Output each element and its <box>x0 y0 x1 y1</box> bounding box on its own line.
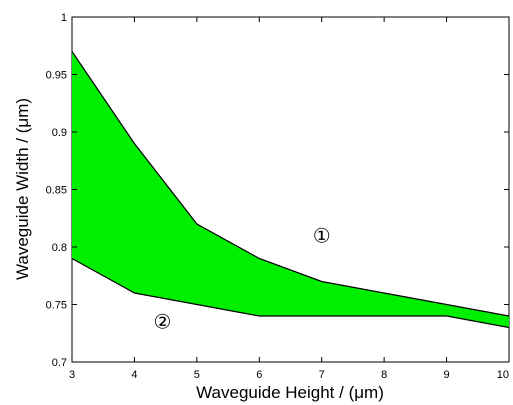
annotations: ①② <box>154 223 331 333</box>
x-tick-label: 6 <box>256 369 262 381</box>
region-annotation-2: ② <box>154 310 172 334</box>
x-axis: 3 4 5 6 7 8 9 10 <box>69 17 510 381</box>
x-tick-label: 9 <box>444 369 450 381</box>
x-tick-label: 10 <box>497 369 509 381</box>
x-tick-label: 3 <box>69 369 75 381</box>
y-tick-label: 0.75 <box>46 300 67 312</box>
y-axis-title: Waveguide Width / (μm) <box>13 98 32 280</box>
plot-area <box>71 16 510 363</box>
y-tick-label: 0.7 <box>52 357 67 369</box>
y-tick-label: 0.95 <box>46 70 67 82</box>
x-tick-label: 7 <box>319 369 325 381</box>
x-tick-label: 8 <box>381 369 387 381</box>
y-tick-label: 0.8 <box>52 242 67 254</box>
y-axis: 0.7 0.75 0.8 0.85 0.9 0.95 1 <box>46 12 509 369</box>
x-tick-label: 5 <box>194 369 200 381</box>
y-tick-label: 0.85 <box>46 185 67 197</box>
lower-boundary-line <box>71 257 510 329</box>
y-tick-label: 1 <box>61 12 67 24</box>
region-annotation-1: ① <box>313 223 331 247</box>
x-tick-label: 4 <box>131 369 137 381</box>
feasible-region-fill <box>72 51 509 328</box>
upper-boundary-line <box>71 51 510 317</box>
x-axis-title: Waveguide Height / (μm) <box>196 383 384 402</box>
y-tick-label: 0.9 <box>52 127 67 139</box>
